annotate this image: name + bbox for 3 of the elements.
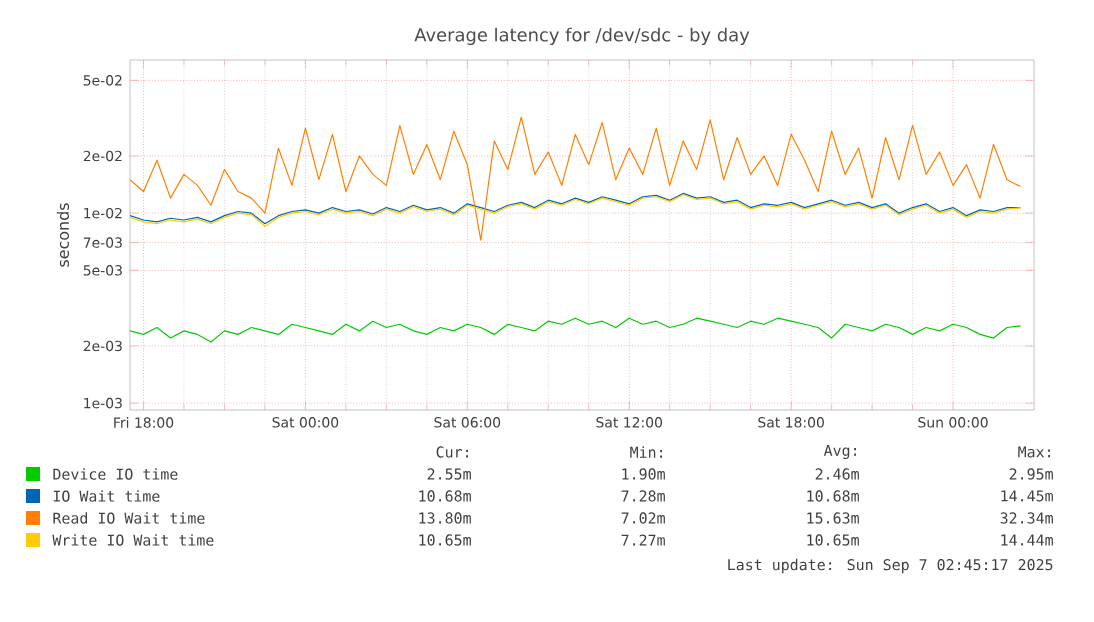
chart-title: Average latency for /dev/sdc - by day	[414, 27, 750, 45]
line-series	[130, 317, 1022, 343]
line-series	[130, 116, 1022, 241]
